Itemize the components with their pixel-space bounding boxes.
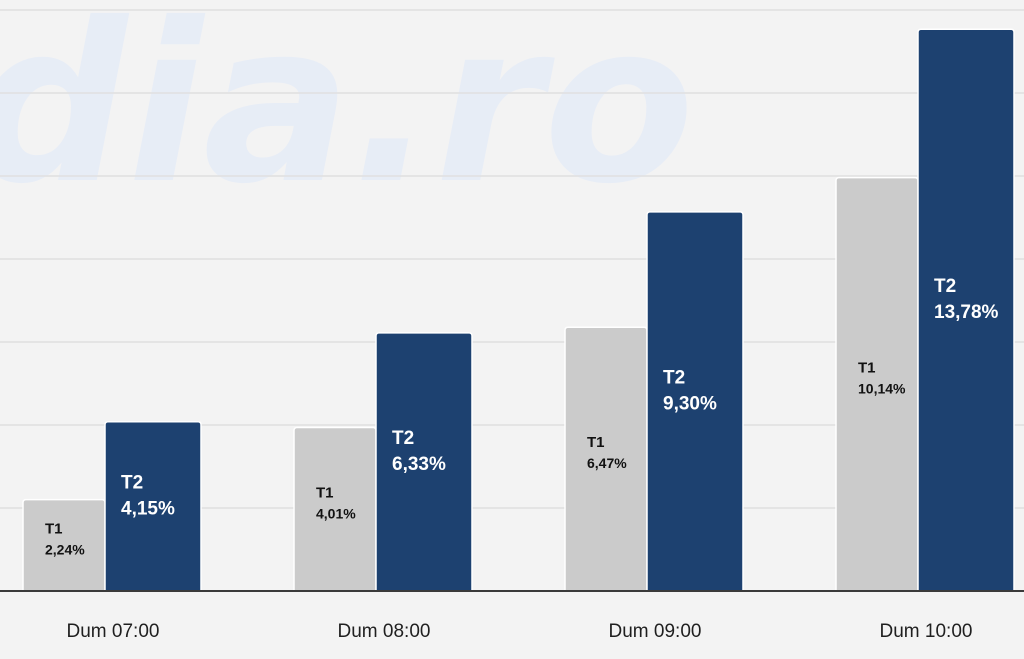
category-label: Dum 09:00 <box>609 621 702 642</box>
data-label-t2: T2 9,30% <box>663 367 717 414</box>
data-label-t2: T2 4,15% <box>121 472 175 519</box>
bar-t2 <box>646 211 744 592</box>
data-label-t2-name: T2 <box>934 276 956 297</box>
data-label-t1-value: 10,14% <box>858 380 906 396</box>
bar-t2 <box>375 332 473 592</box>
data-label-t2-value: 4,15% <box>121 498 175 519</box>
data-label-t1: T1 4,01% <box>316 484 356 521</box>
data-label-t2-value: 6,33% <box>392 454 446 475</box>
category-label: Dum 08:00 <box>338 621 431 642</box>
data-label-t1-name: T1 <box>858 359 876 376</box>
data-label-t2-name: T2 <box>663 367 685 388</box>
bar-t2 <box>917 28 1015 592</box>
category-label: Dum 10:00 <box>880 621 973 642</box>
data-label-t2-value: 9,30% <box>663 393 717 414</box>
data-label-t1: T1 10,14% <box>858 359 906 396</box>
data-label-t1: T1 2,24% <box>45 520 85 557</box>
data-label-t1: T1 6,47% <box>587 434 627 471</box>
data-label-t2: T2 6,33% <box>392 428 446 475</box>
data-label-t1-value: 2,24% <box>45 541 85 557</box>
bars: T1 2,24% T2 4,15% T1 4,01% T2 6,33% T1 6,47% T2 9,3… <box>22 28 1015 592</box>
bar-t2 <box>104 421 202 592</box>
data-label-t1-name: T1 <box>316 484 334 501</box>
data-label-t2-name: T2 <box>121 472 143 493</box>
data-label-t2-value: 13,78% <box>934 302 999 323</box>
category-labels: Dum 07:00 Dum 08:00 Dum 09:00 Dum 10:00 <box>67 621 973 642</box>
data-label-t2: T2 13,78% <box>934 276 999 323</box>
data-label-t2-name: T2 <box>392 428 414 449</box>
category-label: Dum 07:00 <box>67 621 160 642</box>
data-label-t1-name: T1 <box>45 520 63 537</box>
watermark: dia.ro <box>0 0 695 232</box>
data-label-t1-value: 6,47% <box>587 455 627 471</box>
data-label-t1-value: 4,01% <box>316 505 356 521</box>
data-label-t1-name: T1 <box>587 434 605 451</box>
